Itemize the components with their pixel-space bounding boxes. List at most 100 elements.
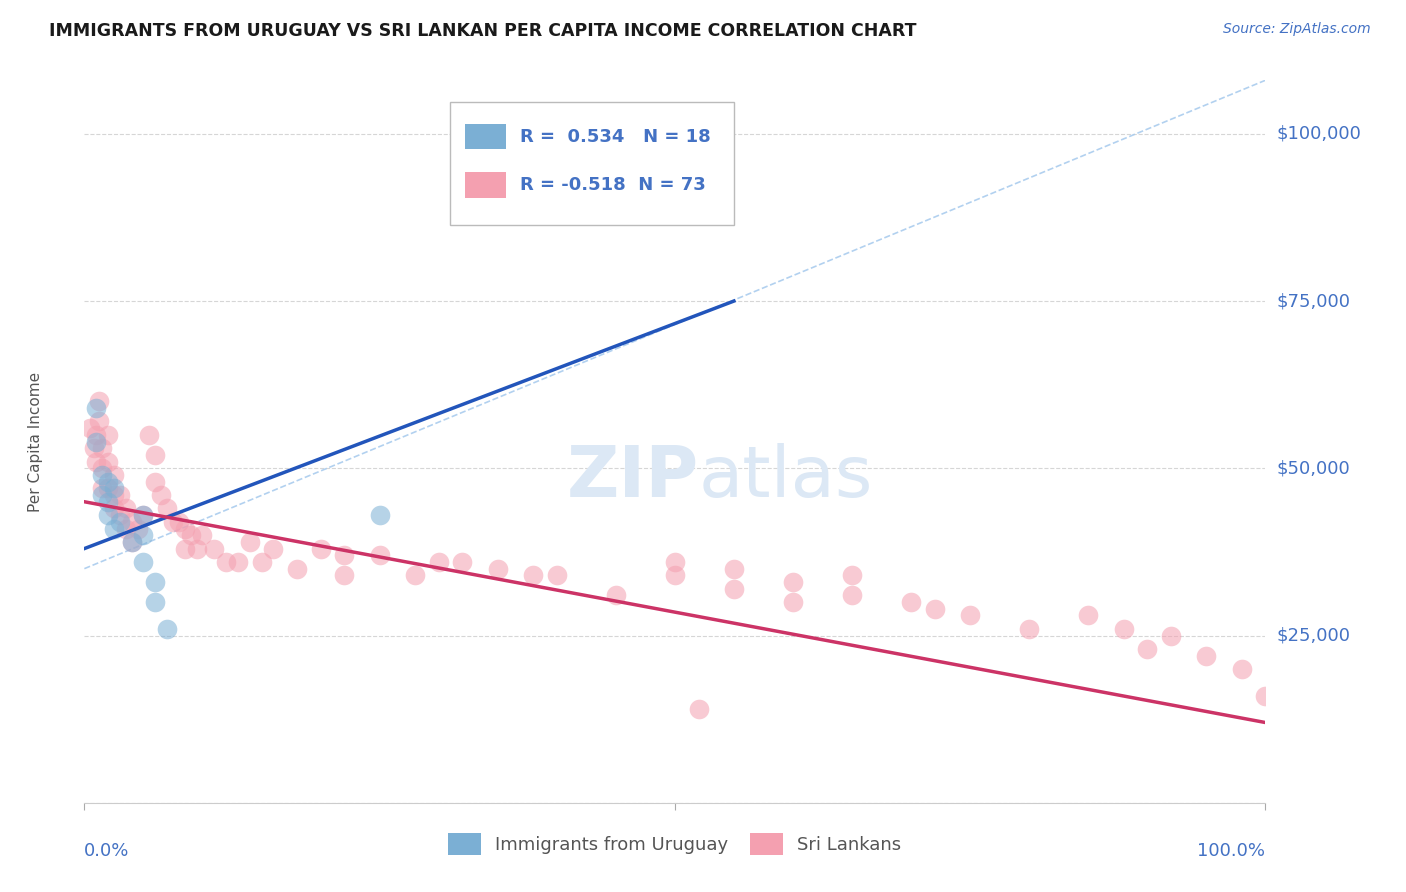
Point bbox=[723, 582, 745, 596]
Point bbox=[1018, 622, 1040, 636]
Point bbox=[723, 562, 745, 576]
Text: 100.0%: 100.0% bbox=[1198, 842, 1265, 860]
Bar bbox=[464, 124, 506, 149]
Text: Per Capita Income: Per Capita Income bbox=[28, 371, 44, 512]
Point bbox=[333, 548, 356, 563]
Point bbox=[132, 555, 155, 569]
Point bbox=[84, 427, 107, 442]
Point bbox=[215, 555, 238, 569]
Point bbox=[121, 534, 143, 549]
Text: Source: ZipAtlas.com: Source: ZipAtlas.com bbox=[1223, 22, 1371, 37]
Point bbox=[688, 702, 710, 716]
Point bbox=[1254, 689, 1277, 703]
Point bbox=[87, 394, 110, 409]
Point bbox=[173, 521, 195, 535]
Point bbox=[664, 568, 686, 582]
Point bbox=[1112, 622, 1135, 636]
Point bbox=[84, 434, 107, 449]
Point bbox=[226, 555, 249, 569]
Point bbox=[162, 515, 184, 529]
Text: R = -0.518  N = 73: R = -0.518 N = 73 bbox=[520, 176, 706, 194]
Point bbox=[127, 521, 149, 535]
Point bbox=[186, 541, 208, 556]
Point bbox=[486, 562, 509, 576]
Point bbox=[103, 501, 125, 516]
Text: R =  0.534   N = 18: R = 0.534 N = 18 bbox=[520, 128, 711, 145]
Point bbox=[156, 622, 179, 636]
Point bbox=[83, 441, 105, 455]
Point bbox=[132, 508, 155, 523]
Point bbox=[143, 475, 166, 489]
Point bbox=[368, 548, 391, 563]
Point bbox=[103, 467, 125, 482]
Point bbox=[108, 508, 131, 523]
Text: 0.0%: 0.0% bbox=[84, 842, 129, 860]
Point bbox=[91, 441, 114, 455]
Point bbox=[121, 534, 143, 549]
Point bbox=[91, 488, 114, 502]
Point bbox=[79, 421, 101, 435]
Text: atlas: atlas bbox=[699, 443, 873, 512]
Point bbox=[841, 589, 863, 603]
Point bbox=[132, 508, 155, 523]
Text: $50,000: $50,000 bbox=[1277, 459, 1350, 477]
Point bbox=[114, 521, 136, 535]
Point bbox=[97, 427, 120, 442]
Point bbox=[132, 528, 155, 542]
Point bbox=[143, 595, 166, 609]
Point bbox=[1230, 662, 1253, 676]
Point bbox=[173, 541, 195, 556]
Point bbox=[451, 555, 474, 569]
Point bbox=[546, 568, 568, 582]
Point bbox=[91, 467, 114, 482]
Point bbox=[250, 555, 273, 569]
Point bbox=[143, 575, 166, 590]
Point bbox=[782, 575, 804, 590]
Point bbox=[959, 608, 981, 623]
Point bbox=[84, 401, 107, 416]
Point bbox=[924, 602, 946, 616]
Point bbox=[103, 521, 125, 535]
Point bbox=[333, 568, 356, 582]
Point bbox=[522, 568, 544, 582]
Point bbox=[121, 515, 143, 529]
Point bbox=[114, 501, 136, 516]
Point bbox=[97, 475, 120, 489]
Point bbox=[108, 515, 131, 529]
Point bbox=[202, 541, 225, 556]
Point bbox=[1077, 608, 1099, 623]
Point bbox=[191, 528, 214, 542]
Point bbox=[309, 541, 332, 556]
Point bbox=[84, 454, 107, 469]
Text: ZIP: ZIP bbox=[567, 443, 699, 512]
Bar bbox=[450, 102, 734, 225]
Point bbox=[97, 494, 120, 508]
Point bbox=[1195, 648, 1218, 663]
Point bbox=[103, 488, 125, 502]
Point bbox=[143, 448, 166, 462]
Point bbox=[605, 589, 627, 603]
Point bbox=[1136, 642, 1159, 657]
Point bbox=[1160, 628, 1182, 642]
Point bbox=[262, 541, 284, 556]
Point bbox=[368, 508, 391, 523]
Point bbox=[97, 454, 120, 469]
Point bbox=[91, 482, 114, 496]
Point bbox=[239, 534, 262, 549]
Point bbox=[180, 528, 202, 542]
Text: $100,000: $100,000 bbox=[1277, 125, 1361, 143]
Point bbox=[782, 595, 804, 609]
Text: $75,000: $75,000 bbox=[1277, 292, 1351, 310]
Point bbox=[97, 508, 120, 523]
Text: IMMIGRANTS FROM URUGUAY VS SRI LANKAN PER CAPITA INCOME CORRELATION CHART: IMMIGRANTS FROM URUGUAY VS SRI LANKAN PE… bbox=[49, 22, 917, 40]
Bar bbox=[464, 172, 506, 198]
Point bbox=[167, 515, 190, 529]
Point bbox=[285, 562, 308, 576]
Point bbox=[664, 555, 686, 569]
Point bbox=[156, 501, 179, 516]
Point bbox=[427, 555, 450, 569]
Point bbox=[900, 595, 922, 609]
Point bbox=[91, 461, 114, 475]
Point bbox=[404, 568, 426, 582]
Text: $25,000: $25,000 bbox=[1277, 626, 1351, 645]
